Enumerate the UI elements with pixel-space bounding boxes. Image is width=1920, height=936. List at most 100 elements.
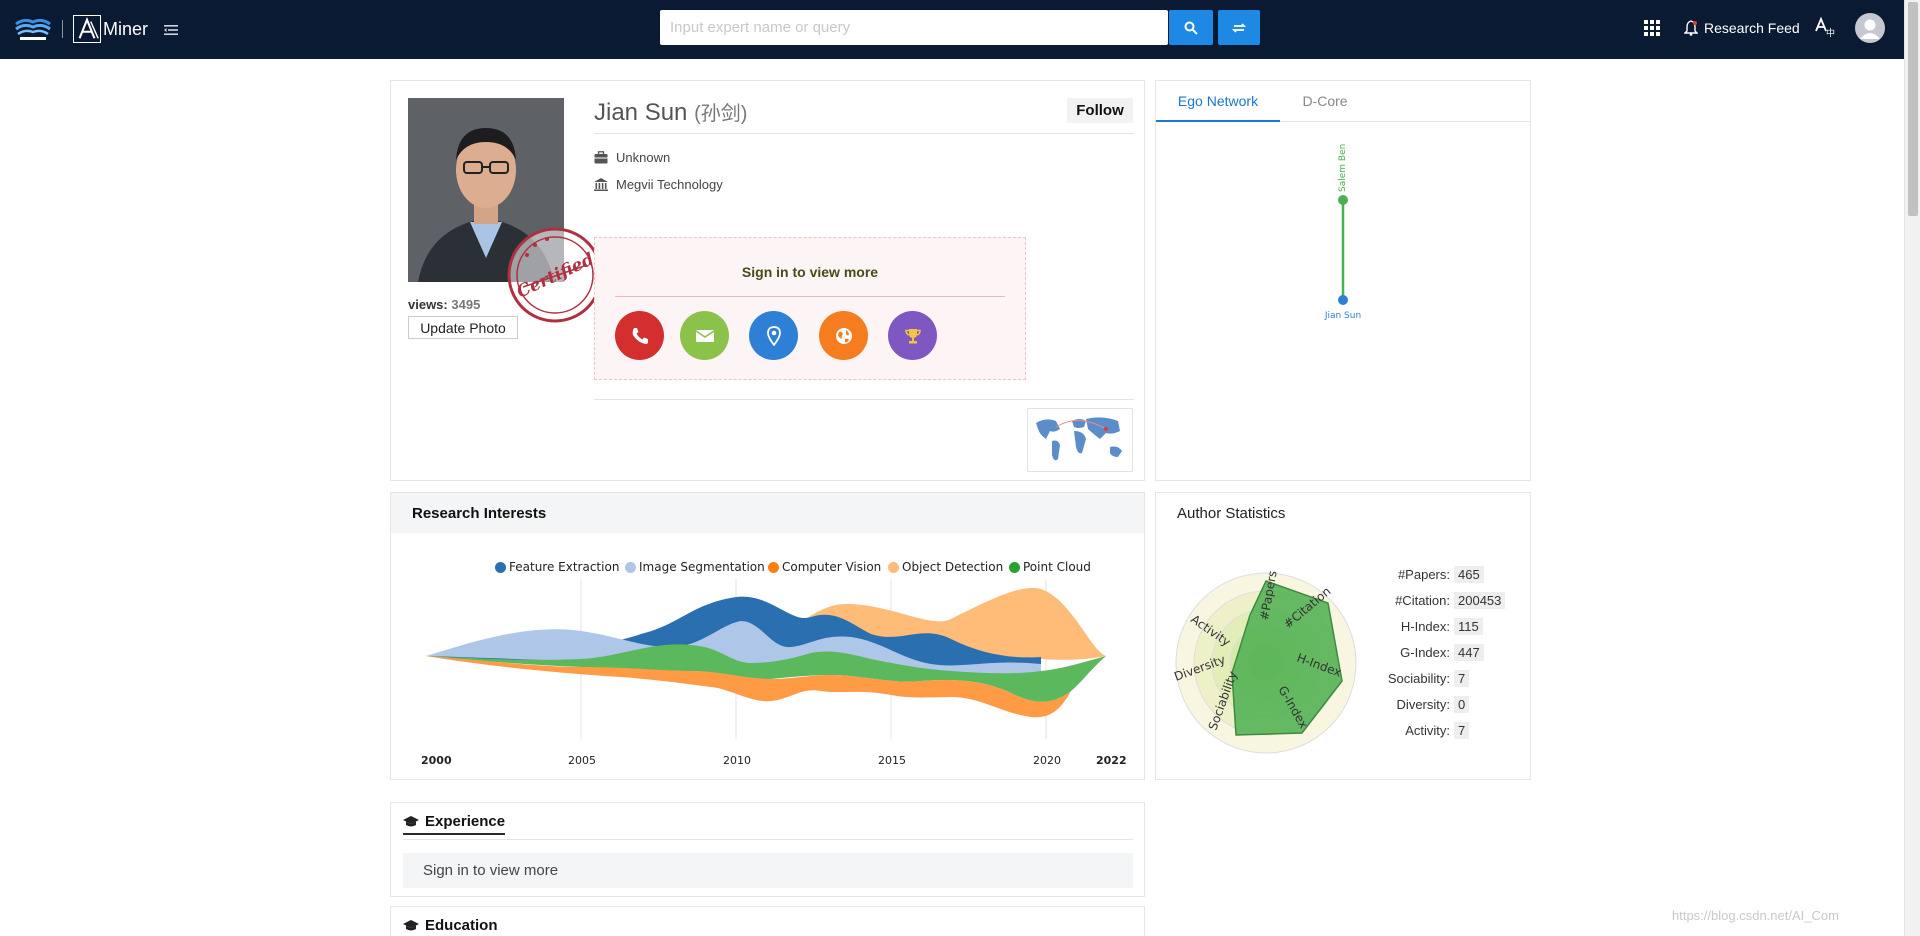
- top-navigation-bar: Miner Research Feed 中: [0, 0, 1904, 59]
- experience-signin-link[interactable]: Sign in to view more: [403, 853, 1133, 888]
- legend-dot: [768, 561, 779, 573]
- stat-value: 465: [1454, 565, 1484, 583]
- legend-dot: [625, 561, 636, 573]
- stat-diversity: Diversity: 0: [1376, 695, 1526, 713]
- stat-label: Activity:: [1405, 722, 1450, 738]
- x-label-2005: 2005: [568, 754, 596, 767]
- x-label-2022: 2022: [1096, 754, 1127, 767]
- views-label: views:: [408, 297, 448, 312]
- legend-item-feature-extraction[interactable]: Feature Extraction: [495, 560, 619, 574]
- user-avatar[interactable]: [1855, 13, 1885, 43]
- position-text: Unknown: [616, 150, 671, 165]
- stat-citation: #Citation: 200453: [1376, 591, 1526, 609]
- email-button[interactable]: [680, 311, 729, 360]
- experience-divider: [403, 839, 1133, 840]
- views-count: 3495: [451, 297, 481, 312]
- research-feed-label: Research Feed: [1704, 20, 1800, 36]
- location-icon: [766, 325, 781, 346]
- stream-computer-vision: [426, 656, 1071, 718]
- graduation-cap-icon: [403, 815, 419, 826]
- author-name: Jian Sun (孙剑): [594, 97, 747, 127]
- apps-grid-icon[interactable]: [1644, 20, 1660, 36]
- tab-d-core[interactable]: D-Core: [1302, 93, 1348, 109]
- x-label-2010: 2010: [723, 754, 751, 767]
- research-feed-link[interactable]: Research Feed: [1684, 17, 1800, 39]
- scrollbar-thumb[interactable]: [1908, 2, 1918, 216]
- experience-panel: Experience Sign in to view more: [390, 802, 1145, 897]
- logo-separator: [62, 20, 63, 38]
- profile-photo: [408, 98, 564, 282]
- trophy-icon: [904, 328, 921, 343]
- node-label-jian-sun: Jian Sun: [1324, 311, 1361, 321]
- research-streamgraph: 2000 2005 2010 2015 2020 2022: [421, 579, 1127, 767]
- tab-ego-network[interactable]: Ego Network: [1156, 81, 1280, 122]
- aminer-a-icon: [73, 15, 101, 43]
- x-label-2015: 2015: [878, 754, 906, 767]
- swap-icon: [1232, 22, 1246, 33]
- stat-label: #Papers:: [1397, 566, 1450, 582]
- user-icon: [1860, 19, 1880, 39]
- node-salem-ben: [1338, 195, 1348, 205]
- research-interests-header: Research Interests: [391, 493, 1144, 533]
- search-input[interactable]: [660, 10, 1168, 45]
- legend-label: Image Segmentation: [639, 560, 765, 574]
- legend-item-computer-vision[interactable]: Computer Vision: [768, 560, 881, 574]
- follow-button[interactable]: Follow: [1067, 98, 1133, 123]
- logo[interactable]: Miner: [14, 14, 148, 44]
- email-icon: [695, 329, 714, 342]
- search-button[interactable]: [1169, 10, 1213, 45]
- views-counter: views: 3495: [408, 297, 480, 312]
- affiliation-row: Megvii Technology: [594, 177, 723, 192]
- location-button[interactable]: [749, 311, 798, 360]
- bell-icon: [1684, 20, 1698, 36]
- watermark: https://blog.csdn.net/AI_Com: [1672, 908, 1839, 923]
- phone-icon: [632, 327, 648, 344]
- language-icon[interactable]: 中: [1814, 16, 1836, 38]
- awards-button[interactable]: [888, 311, 937, 360]
- legend-dot: [1009, 561, 1020, 573]
- homepage-button[interactable]: [819, 311, 868, 360]
- position-row: Unknown: [594, 150, 670, 165]
- stat-value: 115: [1454, 617, 1483, 635]
- signin-link[interactable]: Sign in to view more: [741, 264, 879, 280]
- stat-value: 447: [1454, 643, 1484, 661]
- author-name-cn: (孙剑): [694, 103, 748, 125]
- update-photo-button[interactable]: Update Photo: [408, 316, 518, 339]
- name-divider: [594, 133, 1134, 134]
- stat-value: 0: [1454, 695, 1470, 713]
- menu-toggle-icon[interactable]: [164, 24, 178, 36]
- profile-card: Certified views: 3495 Update Photo Jian …: [390, 80, 1145, 481]
- stat-sociability: Sociability: 7: [1376, 669, 1526, 687]
- stream-point-cloud: [426, 644, 1106, 702]
- world-map-thumbnail[interactable]: [1027, 408, 1133, 472]
- affiliation-text: Megvii Technology: [616, 177, 723, 192]
- briefcase-icon: [594, 151, 608, 164]
- legend-label: Computer Vision: [782, 560, 882, 574]
- stat-label: H-Index:: [1400, 618, 1450, 634]
- legend-item-object-detection[interactable]: Object Detection: [888, 560, 1003, 574]
- author-statistics-panel: Author Statistics #Papers #Citation H-In…: [1155, 492, 1531, 780]
- phone-button[interactable]: [615, 311, 664, 360]
- legend-item-image-segmentation[interactable]: Image Segmentation: [625, 560, 765, 574]
- x-label-2020: 2020: [1033, 754, 1061, 767]
- research-interests-title: Research Interests: [412, 505, 547, 522]
- logo-text: Miner: [103, 18, 149, 39]
- experience-title: Experience: [425, 813, 506, 830]
- svg-text:中: 中: [1826, 27, 1835, 38]
- page-scrollbar[interactable]: [1904, 0, 1920, 936]
- node-label-salem-ben: Salem Ben: [1338, 144, 1348, 192]
- contact-signin-box: Sign in to view more: [594, 237, 1026, 380]
- legend-dot: [888, 561, 899, 573]
- stat-value: 7: [1454, 669, 1470, 687]
- legend-item-point-cloud[interactable]: Point Cloud: [1009, 560, 1091, 574]
- stat-label: G-Index:: [1400, 644, 1450, 660]
- signin-divider: [615, 296, 1005, 297]
- advanced-search-button[interactable]: [1218, 10, 1260, 45]
- stat-g-index: G-Index: 447: [1376, 643, 1526, 661]
- stat-papers: #Papers: 465: [1376, 565, 1526, 583]
- node-jian-sun: [1338, 295, 1348, 305]
- author-name-en: Jian Sun: [594, 99, 688, 126]
- stat-activity: Activity: 7: [1376, 721, 1526, 739]
- search-icon: [1184, 21, 1198, 35]
- author-statistics-title: Author Statistics: [1177, 505, 1286, 522]
